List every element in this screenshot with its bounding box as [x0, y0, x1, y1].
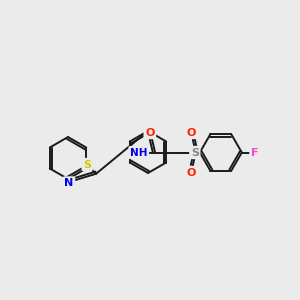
Text: NH: NH — [130, 148, 148, 158]
Text: N: N — [64, 178, 74, 188]
Text: S: S — [83, 160, 91, 170]
Text: O: O — [145, 128, 154, 137]
Text: O: O — [186, 167, 196, 178]
Text: S: S — [191, 148, 199, 158]
Text: O: O — [186, 128, 196, 137]
Text: F: F — [251, 148, 259, 158]
